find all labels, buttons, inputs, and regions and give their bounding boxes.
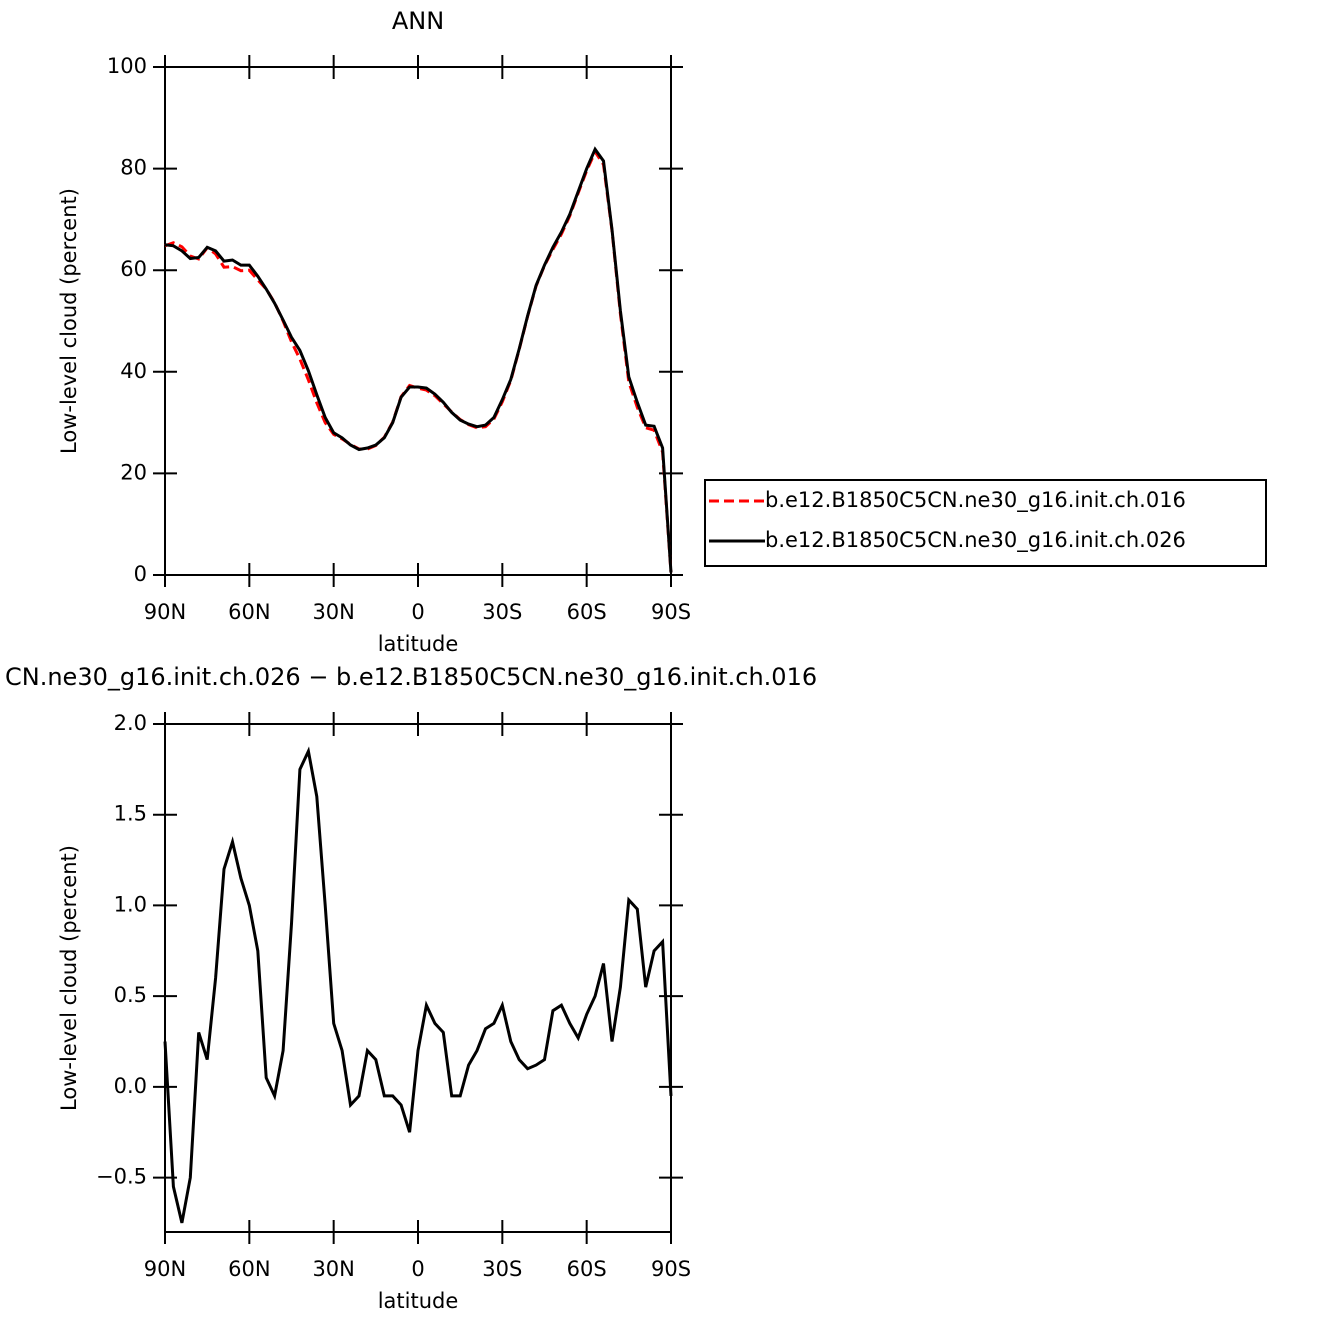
x-axis-label: latitude	[378, 1289, 459, 1313]
data-line	[163, 746, 673, 1224]
y-tick-label: 20	[120, 460, 147, 484]
y-tick-label: 0	[134, 562, 147, 586]
chart-title: ANN	[392, 7, 444, 35]
x-tick-label: 0	[411, 600, 424, 624]
x-tick-label: 90N	[144, 1257, 186, 1281]
y-tick-label: 40	[120, 359, 147, 383]
legend-label: b.e12.B1850C5CN.ne30_g16.init.ch.016	[765, 488, 1186, 513]
y-tick-label: −0.5	[96, 1165, 147, 1189]
legend-box	[704, 479, 1267, 567]
y-tick-label: 2.0	[114, 711, 147, 735]
x-tick-label: 60S	[567, 600, 607, 624]
data-line	[164, 146, 673, 573]
y-tick-label: 0.0	[114, 1074, 147, 1098]
y-axis-label: Low-level cloud (percent)	[57, 188, 81, 454]
x-tick-label: 30S	[482, 1257, 522, 1281]
y-axis-label: Low-level cloud (percent)	[57, 845, 81, 1111]
legend-label: b.e12.B1850C5CN.ne30_g16.init.ch.026	[765, 528, 1186, 553]
x-tick-label: 90S	[651, 1257, 691, 1281]
x-tick-label: 30N	[312, 1257, 354, 1281]
y-tick-label: 100	[107, 54, 147, 78]
y-tick-label: 1.0	[114, 892, 147, 916]
x-tick-label: 90N	[144, 600, 186, 624]
x-tick-label: 90S	[651, 600, 691, 624]
y-tick-label: 1.5	[114, 802, 147, 826]
y-tick-label: 0.5	[114, 983, 147, 1007]
plot-frame	[164, 723, 672, 1233]
y-tick-label: 60	[120, 257, 147, 281]
chart-title: CN.ne30_g16.init.ch.026 − b.e12.B1850C5C…	[5, 663, 817, 691]
data-line	[164, 148, 673, 573]
x-tick-label: 60N	[228, 1257, 270, 1281]
x-axis-label: latitude	[378, 632, 459, 656]
x-tick-label: 0	[411, 1257, 424, 1281]
x-tick-label: 30S	[482, 600, 522, 624]
x-tick-label: 30N	[312, 600, 354, 624]
plot-frame	[164, 66, 672, 576]
y-tick-label: 80	[120, 156, 147, 180]
x-tick-label: 60N	[228, 600, 270, 624]
x-tick-label: 60S	[567, 1257, 607, 1281]
